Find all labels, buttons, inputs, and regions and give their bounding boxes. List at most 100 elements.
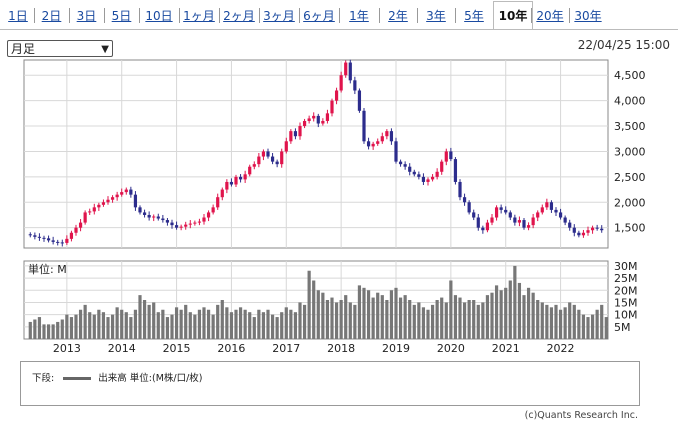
tab-label: 5日 [111,9,132,23]
volume-bar [257,309,261,339]
tab-9[interactable]: 6ヶ月 [299,4,339,28]
x-tick-label: 2018 [327,342,355,355]
candle-body [526,225,531,228]
candle-body [88,211,92,213]
volume-bar [430,304,435,339]
candle-body [165,220,170,223]
tab-5[interactable]: 10日 [139,4,179,28]
volume-bar [97,309,101,339]
tab-separator [339,8,340,23]
volume-bar [476,304,480,339]
volume-bar [197,309,202,339]
tab-1[interactable]: 1日 [2,4,34,28]
candle-body [403,164,407,167]
volume-bar [440,297,444,339]
tab-2[interactable]: 2日 [34,4,69,28]
candle-body [133,194,138,208]
tab-separator [104,8,105,23]
tab-8[interactable]: 3ヶ月 [259,4,299,28]
tab-16[interactable]: 30年 [569,4,607,28]
candle-body [362,110,366,142]
tab-11[interactable]: 2年 [379,4,417,28]
candle-body [225,181,229,190]
volume-bar [362,287,366,339]
period-tabs: 1日 2日 3日 5日 10日 1ヶ月 2ヶ月 3ヶ月 6ヶ月 1年 2年 3年 5年 10年 20年 30年 [0,0,678,30]
tab-3[interactable]: 3日 [69,4,104,28]
legend-volume-label: 出来高 単位:(M株/口/枚) [98,373,203,384]
tab-12[interactable]: 3年 [417,4,455,28]
volume-bar [577,309,581,339]
volume-bar [408,300,412,339]
candle-body [586,230,590,233]
candle-body [467,202,471,213]
volume-bar [312,280,316,339]
tab-15[interactable]: 20年 [531,4,569,28]
volume-bar [517,282,522,339]
volume-bar [508,280,512,339]
volume-bar [485,295,490,339]
volume-bar [435,300,439,339]
candle-body [179,226,183,228]
candle-body [545,202,549,208]
candle-body [568,222,572,228]
volume-bar [46,324,51,339]
tab-6[interactable]: 1ヶ月 [179,4,219,28]
volume-bar [252,317,256,339]
candle-body [353,80,357,91]
candle-body [485,222,490,231]
candle-body [371,143,375,147]
candle-body [453,159,458,182]
volume-bar [280,312,284,339]
candle-body [69,232,74,239]
volume-bar [604,317,608,339]
tab-13[interactable]: 5年 [455,4,493,28]
candle-body [142,212,147,215]
candle-body [522,220,526,228]
volume-tick-label: 30M [614,260,638,273]
stock-chart: 1,500 2,000 2,500 3,000 3,500 4,000 4,500 2013 2… [23,59,646,355]
candle-body [595,227,599,229]
candle-body [92,207,96,212]
volume-bar [74,314,78,339]
candle-body [531,217,535,226]
x-tick-label: 2017 [272,342,300,355]
volume-bar [156,312,160,339]
tab-label: 2日 [41,9,62,23]
candle-body [577,232,581,236]
volume-bar [371,297,375,339]
candle-body [120,192,124,195]
volume-bar [344,295,348,339]
tab-10[interactable]: 1年 [339,4,379,28]
tab-7[interactable]: 2ヶ月 [219,4,259,28]
candle-body [161,218,165,221]
volume-bar [298,302,302,339]
tab-separator [259,8,260,23]
x-tick-label: 2014 [108,342,136,355]
tab-separator [531,8,532,23]
price-tick-label: 2,000 [614,196,646,209]
volume-bar [417,302,421,339]
volume-bar [302,304,307,339]
candle-body [572,227,576,233]
volume-bar [321,292,325,339]
candle-body [421,176,426,182]
tab-14[interactable]: 10年 [493,1,533,30]
candle-body [412,171,416,175]
candle-body [476,217,480,228]
tab-label: 2ヶ月 [223,9,255,23]
candle-body [97,204,101,208]
volume-bar [325,300,330,339]
volume-bar [536,300,540,339]
tab-separator [455,8,456,23]
tab-separator [139,8,140,23]
volume-bar [572,304,576,339]
volume-bar [161,309,165,339]
period-select[interactable]: 月足 ▼ [7,40,113,57]
candle-body [129,189,133,195]
volume-bar [42,324,46,339]
volume-bar [234,309,238,339]
volume-bar [225,307,229,339]
candle-body [334,90,339,101]
tab-4[interactable]: 5日 [104,4,139,28]
tab-label: 2年 [388,9,408,23]
